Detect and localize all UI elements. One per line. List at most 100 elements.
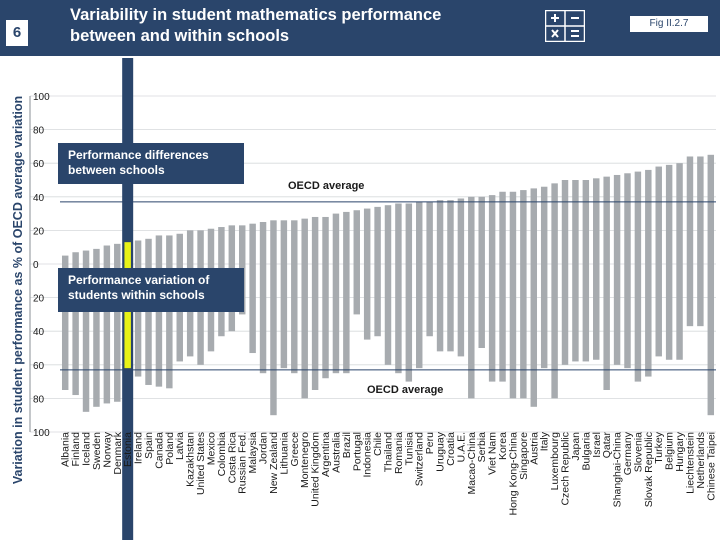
x-tick-label: Hungary <box>674 431 686 471</box>
x-tick-label: United Kingdom <box>310 432 322 507</box>
x-tick-label: Denmark <box>112 431 124 474</box>
x-tick-label: Tunisia <box>403 432 415 466</box>
bar-between-56 <box>645 169 652 264</box>
x-tick-label: Turkey <box>653 431 665 463</box>
oecd-average-label-between: OECD average <box>288 180 365 192</box>
bar-between-2 <box>82 250 90 264</box>
bar-within-42 <box>499 264 506 382</box>
y-tick-label: 20 <box>33 294 45 305</box>
bar-between-15 <box>218 227 225 264</box>
x-tick-label: Luxembourg <box>549 432 561 491</box>
y-tick-label: 100 <box>33 92 50 103</box>
x-tick-label: Colombia <box>216 432 228 477</box>
header-banner: 6 Variability in student mathematics per… <box>0 0 720 56</box>
x-tick-label: Czech Republic <box>560 432 572 506</box>
x-tick-label: Mexico <box>205 432 217 465</box>
bar-between-44 <box>520 190 527 264</box>
figure-reference: Fig II.2.7 <box>630 16 708 32</box>
x-tick-label: Peru <box>424 432 436 454</box>
bar-within-47 <box>551 264 558 399</box>
x-tick-label: Bulgaria <box>580 432 592 471</box>
bar-within-49 <box>572 264 579 362</box>
bar-within-57 <box>655 264 662 357</box>
y-tick-label: 100 <box>33 428 50 439</box>
bar-within-21 <box>280 264 288 369</box>
x-tick-label: Spain <box>143 432 155 459</box>
x-tick-label: Australia <box>330 432 342 473</box>
x-tick-label: Poland <box>164 432 176 465</box>
bar-between-33 <box>405 203 413 264</box>
bar-within-50 <box>582 264 590 362</box>
bar-within-11 <box>176 264 183 362</box>
x-tick-label: Japan <box>570 432 582 461</box>
x-tick-label: Singapore <box>518 432 530 480</box>
bar-within-31 <box>384 264 392 365</box>
x-tick-label: Korea <box>497 432 509 460</box>
x-tick-label: Serbia <box>476 432 488 463</box>
bar-between-35 <box>426 201 433 264</box>
bar-within-27 <box>343 264 350 374</box>
bar-between-7 <box>134 240 142 264</box>
x-tick-label: Kazakhstan <box>185 432 197 487</box>
bar-within-10 <box>166 264 173 389</box>
bar-between-13 <box>197 230 204 264</box>
slide-number: 6 <box>6 20 28 46</box>
bar-within-51 <box>593 264 600 360</box>
bar-between-29 <box>363 208 371 264</box>
bar-between-6 <box>124 242 131 264</box>
bar-between-11 <box>176 233 183 264</box>
bar-within-30 <box>374 264 381 337</box>
bar-between-42 <box>499 191 506 264</box>
bar-between-46 <box>540 186 548 264</box>
bar-between-50 <box>582 180 590 264</box>
bar-between-8 <box>145 238 152 264</box>
x-tick-label: Norway <box>101 431 113 467</box>
x-tick-label: Croatia <box>445 432 457 466</box>
bar-within-35 <box>426 264 433 337</box>
bar-between-36 <box>436 200 444 264</box>
bar-within-59 <box>676 264 683 360</box>
bar-between-41 <box>488 195 496 264</box>
bar-within-33 <box>405 264 413 382</box>
x-tick-label: Germany <box>622 431 634 475</box>
x-tick-label: Costa Rica <box>226 432 238 484</box>
x-tick-label: Estonia <box>122 432 134 467</box>
bar-between-32 <box>395 203 402 264</box>
y-tick-label: 60 <box>33 361 45 372</box>
bar-between-14 <box>207 228 215 264</box>
x-tick-label: Argentina <box>320 432 332 477</box>
bar-within-23 <box>301 264 308 399</box>
x-tick-label: Latvia <box>174 432 186 460</box>
y-tick-label: 40 <box>33 193 45 204</box>
x-tick-label: Belgium <box>664 432 676 470</box>
bar-within-41 <box>488 264 496 382</box>
between-schools-callout: Performance differences between schools <box>58 143 244 184</box>
bar-within-28 <box>353 264 360 315</box>
x-tick-label: Hong Kong-China <box>507 432 519 516</box>
x-tick-label: Liechtenstein <box>684 432 696 494</box>
bar-between-40 <box>478 196 485 264</box>
bar-within-20 <box>270 264 277 416</box>
bar-between-39 <box>468 196 475 264</box>
bar-within-3 <box>93 264 100 407</box>
bar-between-62 <box>707 154 715 264</box>
oecd-average-label-within: OECD average <box>367 384 444 396</box>
bar-between-21 <box>280 220 288 264</box>
bar-within-32 <box>395 264 402 374</box>
bar-within-52 <box>603 264 610 390</box>
bar-between-24 <box>311 216 319 264</box>
bar-between-30 <box>374 206 381 264</box>
x-tick-label: Malaysia <box>247 432 259 474</box>
x-tick-label: Uruguay <box>435 431 447 471</box>
bar-between-48 <box>561 180 569 264</box>
bar-within-46 <box>540 264 548 369</box>
bar-between-43 <box>509 191 517 264</box>
bar-within-4 <box>103 264 111 404</box>
bar-within-43 <box>509 264 517 399</box>
bar-within-34 <box>416 264 423 369</box>
bar-between-25 <box>322 216 329 264</box>
x-tick-label: Qatar <box>601 432 613 459</box>
bar-within-19 <box>259 264 267 374</box>
bar-within-8 <box>145 264 152 385</box>
bar-within-40 <box>478 264 485 348</box>
